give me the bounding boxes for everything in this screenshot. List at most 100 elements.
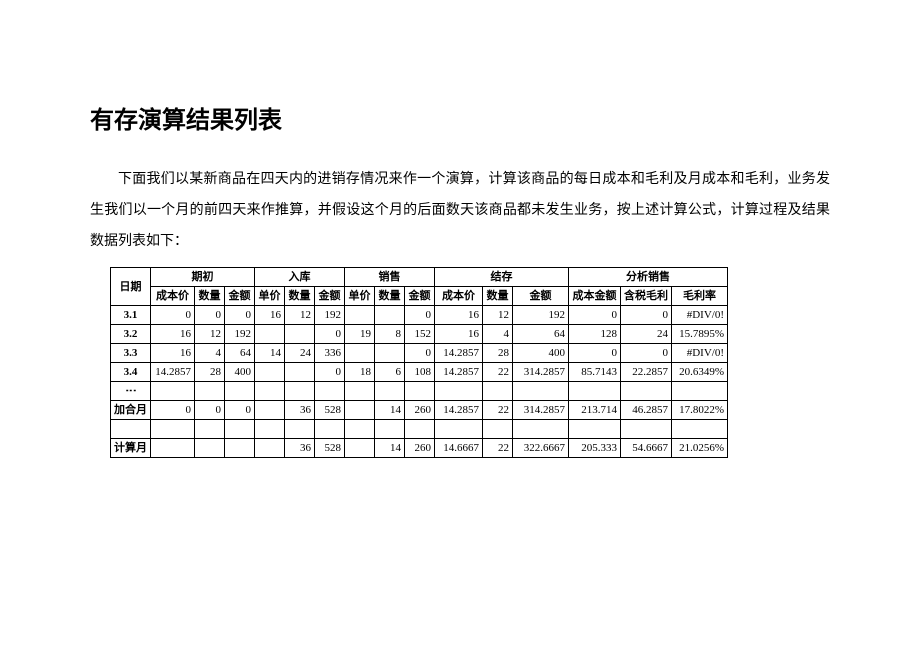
col-header: 含税毛利	[621, 287, 672, 306]
cell: 528	[315, 401, 345, 420]
cell: 15.7895%	[672, 325, 728, 344]
cell	[345, 306, 375, 325]
col-header: 金额	[315, 287, 345, 306]
cell	[483, 382, 513, 401]
cell	[255, 325, 285, 344]
col-date: 日期	[111, 268, 151, 306]
table-row: 3.414.285728400018610814.285722314.28578…	[111, 363, 728, 382]
cell	[672, 382, 728, 401]
cell: 21.0256%	[672, 439, 728, 458]
cell: 0	[569, 344, 621, 363]
cell: 14	[375, 401, 405, 420]
cell	[513, 382, 569, 401]
cell	[405, 382, 435, 401]
cell: 4	[483, 325, 513, 344]
table-row: 加合月000365281426014.285722314.2857213.714…	[111, 401, 728, 420]
cell: 22	[483, 401, 513, 420]
cell	[195, 439, 225, 458]
cell: 528	[315, 439, 345, 458]
cell	[225, 420, 255, 439]
page-title: 有存演算结果列表	[90, 100, 830, 135]
cell: 314.2857	[513, 363, 569, 382]
cell	[255, 363, 285, 382]
group-sales: 销售	[345, 268, 435, 287]
cell	[255, 382, 285, 401]
row-label: 加合月	[111, 401, 151, 420]
cell: 22.2857	[621, 363, 672, 382]
cell: 64	[513, 325, 569, 344]
group-analysis: 分析销售	[569, 268, 728, 287]
cell	[285, 325, 315, 344]
cell: 0	[151, 306, 195, 325]
cell: 4	[195, 344, 225, 363]
cell	[195, 420, 225, 439]
col-header: 数量	[483, 287, 513, 306]
document-page: 有存演算结果列表 下面我们以某新商品在四天内的进销存情况来作一个演算，计算该商品…	[0, 0, 920, 458]
group-in: 入库	[255, 268, 345, 287]
cell	[255, 401, 285, 420]
row-label: 3.3	[111, 344, 151, 363]
cell: 28	[195, 363, 225, 382]
cell: 0	[621, 344, 672, 363]
table-row: 计算月365281426014.666722322.6667205.33354.…	[111, 439, 728, 458]
cell: 14	[255, 344, 285, 363]
cell: 6	[375, 363, 405, 382]
cell	[285, 363, 315, 382]
cell: 0	[225, 306, 255, 325]
cell: 260	[405, 439, 435, 458]
cell	[483, 420, 513, 439]
cell: 0	[405, 344, 435, 363]
cell	[569, 420, 621, 439]
cell: 19	[345, 325, 375, 344]
cell: 260	[405, 401, 435, 420]
col-header: 单价	[255, 287, 285, 306]
cell: 16	[255, 306, 285, 325]
cell	[285, 420, 315, 439]
sub-header-row: 成本价数量金额单价数量金额单价数量金额成本价数量金额成本金额含税毛利毛利率	[111, 287, 728, 306]
cell: 0	[195, 306, 225, 325]
cell	[151, 382, 195, 401]
cell: 0	[315, 363, 345, 382]
cell: 16	[435, 325, 483, 344]
cell: 322.6667	[513, 439, 569, 458]
cell	[435, 420, 483, 439]
cell: #DIV/0!	[672, 344, 728, 363]
cell: 14.2857	[435, 344, 483, 363]
cell	[225, 439, 255, 458]
cell: 28	[483, 344, 513, 363]
cell: #DIV/0!	[672, 306, 728, 325]
cell: 400	[225, 363, 255, 382]
row-label: 3.1	[111, 306, 151, 325]
cell: 64	[225, 344, 255, 363]
col-header: 金额	[513, 287, 569, 306]
cell: 12	[195, 325, 225, 344]
cell	[345, 382, 375, 401]
cell: 400	[513, 344, 569, 363]
cell	[375, 420, 405, 439]
cell	[345, 401, 375, 420]
group-opening: 期初	[151, 268, 255, 287]
col-header: 单价	[345, 287, 375, 306]
row-label: 3.2	[111, 325, 151, 344]
cell	[435, 382, 483, 401]
cell: 14.2857	[435, 363, 483, 382]
cell	[151, 439, 195, 458]
group-closing: 结存	[435, 268, 569, 287]
cell	[375, 344, 405, 363]
blank-row	[111, 420, 728, 439]
cell: 16	[151, 325, 195, 344]
cell	[375, 382, 405, 401]
cell: 192	[513, 306, 569, 325]
cell: 205.333	[569, 439, 621, 458]
cell: 12	[285, 306, 315, 325]
table-body: 3.100016121920161219200#DIV/0!3.21612192…	[111, 306, 728, 458]
cell: 152	[405, 325, 435, 344]
cell: 24	[621, 325, 672, 344]
row-label: 计算月	[111, 439, 151, 458]
group-header-row: 日期 期初 入库 销售 结存 分析销售	[111, 268, 728, 287]
cell: 314.2857	[513, 401, 569, 420]
cell: 14	[375, 439, 405, 458]
cell: 192	[225, 325, 255, 344]
cell: 8	[375, 325, 405, 344]
cell: 22	[483, 363, 513, 382]
